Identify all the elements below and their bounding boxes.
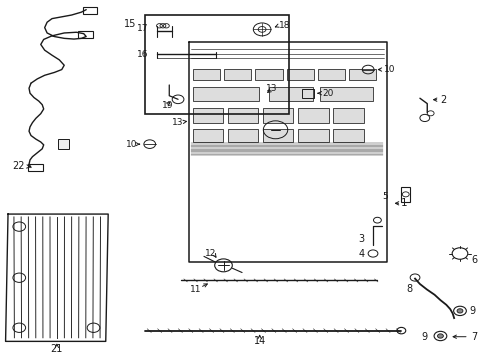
Text: 9: 9 (470, 306, 476, 316)
Bar (263, 129, 294, 141)
Bar (78, 31, 93, 39)
Bar (270, 87, 314, 101)
Bar (228, 108, 258, 123)
Text: 1: 1 (400, 198, 407, 208)
Bar (28, 163, 43, 171)
Bar (401, 187, 410, 202)
Text: 18: 18 (279, 21, 291, 30)
Text: 3: 3 (359, 234, 365, 244)
Bar (349, 69, 376, 80)
Text: 20: 20 (322, 89, 334, 98)
Text: 21: 21 (50, 344, 63, 354)
Bar (333, 108, 364, 123)
Text: 7: 7 (471, 332, 477, 342)
Bar (320, 87, 372, 101)
Text: 12: 12 (205, 249, 217, 258)
Text: 4: 4 (359, 248, 365, 258)
Text: 5: 5 (382, 192, 388, 201)
Text: 14: 14 (253, 336, 266, 346)
Circle shape (438, 334, 443, 338)
Text: 15: 15 (123, 19, 136, 29)
Bar (302, 89, 314, 98)
Text: 17: 17 (137, 24, 148, 33)
Bar (298, 108, 329, 123)
Bar (255, 69, 283, 80)
Text: 13: 13 (266, 84, 278, 93)
Bar (193, 69, 220, 80)
Text: 2: 2 (441, 95, 447, 105)
Bar (263, 108, 294, 123)
Bar (193, 129, 223, 141)
Bar (58, 139, 69, 149)
Bar (298, 129, 329, 141)
Circle shape (457, 309, 463, 313)
Text: 10: 10 (384, 65, 395, 74)
Text: 8: 8 (406, 284, 412, 294)
Text: 6: 6 (471, 255, 477, 265)
Bar (287, 69, 314, 80)
Text: 13: 13 (172, 118, 183, 127)
Bar (193, 87, 259, 101)
Text: 9: 9 (421, 332, 427, 342)
Bar (193, 108, 223, 123)
Text: 11: 11 (191, 284, 202, 293)
Bar (145, 15, 289, 114)
Text: 16: 16 (137, 50, 148, 59)
Text: 22: 22 (13, 161, 25, 171)
Bar (228, 129, 258, 141)
Bar (224, 69, 251, 80)
Bar (83, 7, 98, 14)
Bar (318, 69, 345, 80)
Text: 19: 19 (162, 101, 173, 110)
Bar (333, 129, 364, 141)
Text: 10: 10 (126, 140, 137, 149)
